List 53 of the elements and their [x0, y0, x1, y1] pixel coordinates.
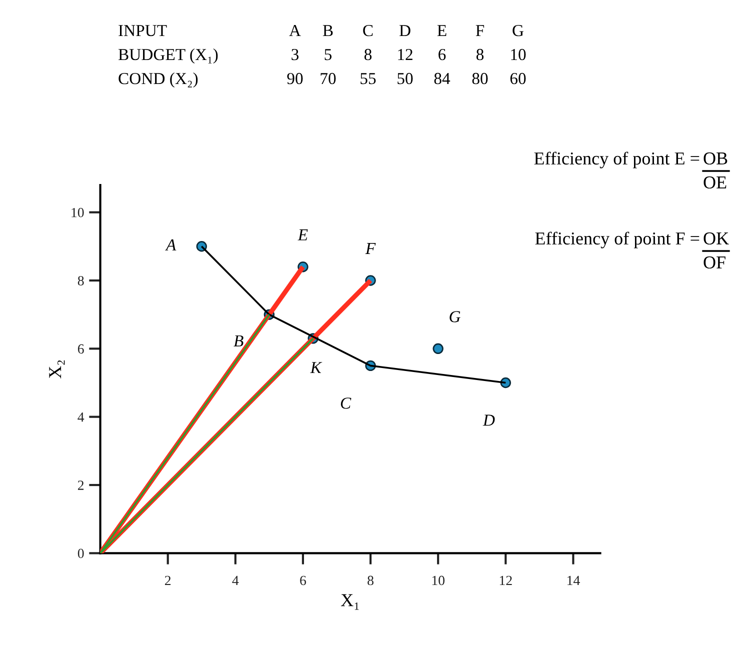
y-tick-label: 2: [78, 480, 84, 490]
y-tick-label: 10: [72, 208, 84, 218]
y-axis-title: X₂: [49, 360, 65, 378]
annotation: C: [340, 398, 352, 409]
y-tick-label: 4: [78, 412, 84, 422]
text: BUDGET (X₁): [118, 48, 218, 64]
text: 10: [511, 48, 526, 60]
y-tick-label: 0: [78, 548, 84, 558]
annotation: D: [482, 414, 495, 426]
text: OK: [704, 232, 729, 245]
x-tick-label: 12: [500, 576, 512, 586]
annotation: K: [310, 362, 322, 373]
annotation: B: [234, 335, 244, 346]
text: 60: [510, 72, 526, 84]
x-tick-label: 2: [164, 576, 171, 586]
x-tick-label: 14: [567, 576, 580, 586]
text: F: [476, 25, 484, 36]
annotation: E: [298, 229, 308, 240]
x-axis-title: X₁: [340, 594, 359, 610]
text: 12: [398, 48, 412, 60]
text: COND (X₂): [118, 72, 198, 88]
y-tick-label: 8: [78, 276, 84, 286]
y-tick-label: 6: [78, 344, 84, 354]
text: 84: [434, 72, 450, 84]
text: OB: [704, 152, 728, 165]
x-tick-label: 6: [300, 576, 306, 586]
text: OE: [704, 176, 726, 189]
text: 50: [398, 72, 413, 84]
text: G: [512, 24, 524, 36]
text: OF: [704, 256, 726, 269]
text: A: [289, 25, 301, 36]
text: 70: [320, 72, 336, 84]
text: 55: [360, 73, 376, 84]
text: 6: [438, 48, 446, 60]
text: 3: [292, 48, 299, 60]
text: INPUT: [118, 25, 167, 36]
annotation: G: [450, 311, 460, 322]
text: 80: [472, 72, 488, 84]
annotation: F: [365, 243, 376, 254]
x-tick-label: 8: [368, 576, 374, 586]
x-tick-label: 4: [232, 576, 239, 586]
text: B: [322, 25, 333, 36]
x-tick-label: 10: [432, 576, 445, 586]
text: Efficiency of point E =: [534, 152, 700, 168]
text: 90: [287, 72, 303, 84]
text: 8: [364, 48, 372, 60]
annotation: Efficiency of point F =: [535, 232, 700, 248]
text: 5: [324, 49, 332, 60]
text: C: [363, 24, 373, 36]
text: E: [437, 25, 446, 36]
text: 8: [476, 48, 484, 60]
text: D: [399, 25, 410, 36]
annotation: A: [165, 239, 176, 250]
